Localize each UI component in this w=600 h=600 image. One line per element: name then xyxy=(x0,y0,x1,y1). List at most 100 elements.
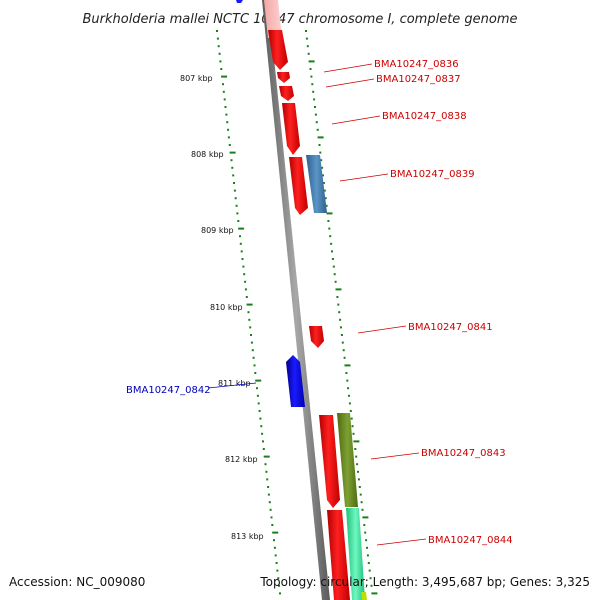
gene-bma10247-0839[interactable] xyxy=(289,157,308,215)
outer-scale-dot xyxy=(360,501,363,504)
gene-bma10247-0837[interactable] xyxy=(279,86,294,101)
leader-0837 xyxy=(325,78,375,88)
inner-scale-dot xyxy=(218,52,221,55)
inner-scale-dot xyxy=(262,448,265,450)
gene-bma10247-0839-partner[interactable] xyxy=(306,155,327,213)
outer-scale-dot xyxy=(357,470,359,473)
outer-scale-dot xyxy=(320,159,323,162)
inner-scale-dot xyxy=(239,242,242,245)
outer-scale-dot xyxy=(329,235,332,238)
gene-bma10247-0838[interactable] xyxy=(282,103,300,155)
inner-scale-dot xyxy=(273,539,275,542)
outer-scale-dot xyxy=(339,318,342,321)
outer-scale-dot xyxy=(330,242,333,245)
inner-scale-dot xyxy=(219,60,222,63)
gene-bottom-fragment[interactable] xyxy=(361,592,367,600)
gene-top-blue-fragment[interactable] xyxy=(236,0,243,3)
outer-scale-dot xyxy=(334,280,337,283)
gene-label-0836[interactable]: BMA10247_0836 xyxy=(374,59,459,70)
inner-scale-dot xyxy=(235,204,238,207)
outer-scale-dot xyxy=(349,410,352,412)
inner-scale-dot xyxy=(238,227,245,230)
inner-scale-dot xyxy=(230,159,233,162)
inner-scale-dot xyxy=(261,432,264,435)
leader-0838 xyxy=(331,115,381,125)
inner-scale-dot xyxy=(250,334,252,336)
outer-scale-dot xyxy=(315,121,318,124)
inner-scale-dot xyxy=(237,220,240,222)
inner-scale-dot xyxy=(260,425,263,428)
leader-0841 xyxy=(357,325,407,334)
accession-text: Accession: NC_009080 xyxy=(9,575,145,589)
outer-scale-dot xyxy=(366,546,368,549)
inner-scale-dot xyxy=(265,470,268,473)
outer-scale-dot xyxy=(335,288,342,291)
inner-scale-dot xyxy=(222,83,224,86)
gene-label-0841[interactable]: BMA10247_0841 xyxy=(408,322,493,333)
gene-bma10247-0836[interactable] xyxy=(277,72,290,83)
inner-scale-dot xyxy=(240,250,243,253)
gene-bma10247-0844-partner[interactable] xyxy=(346,508,365,600)
outer-scale-dot xyxy=(361,508,364,511)
outer-scale-dot xyxy=(306,45,309,48)
inner-scale-dot xyxy=(221,75,228,78)
outer-scale-dot xyxy=(340,326,342,329)
inner-scale-dot xyxy=(233,182,235,184)
gene-bma10247-0843[interactable] xyxy=(319,415,340,508)
gene-label-0839[interactable]: BMA10247_0839 xyxy=(390,169,475,180)
gene-label-0844[interactable]: BMA10247_0844 xyxy=(428,535,513,546)
gene-bma10247-0841[interactable] xyxy=(309,326,324,348)
outer-scale-dot xyxy=(370,584,373,587)
outer-scale-dot xyxy=(313,98,316,101)
outer-scale-dot xyxy=(353,440,360,443)
gene-label-0838[interactable]: BMA10247_0838 xyxy=(382,111,467,122)
outer-scale-dot xyxy=(356,463,359,466)
inner-scale-dot xyxy=(231,166,234,169)
outer-scale-dot xyxy=(327,220,330,222)
outer-scale-dot xyxy=(363,524,366,526)
gene-bma10247-0843-partner[interactable] xyxy=(337,413,358,507)
inner-scale-dot xyxy=(248,318,251,321)
outer-scale-dot xyxy=(319,151,322,154)
inner-scale-dot xyxy=(272,531,279,534)
tick-label-809: 809 kbp xyxy=(201,226,234,235)
outer-scale-dot xyxy=(314,106,316,108)
gene-label-0843[interactable]: BMA10247_0843 xyxy=(421,448,506,459)
inner-scale-dot xyxy=(232,174,235,177)
gene-top-partial[interactable] xyxy=(264,0,282,38)
gene-label-0842[interactable]: BMA10247_0842 xyxy=(126,385,211,396)
inner-scale-dot xyxy=(247,311,250,314)
inner-scale-dot xyxy=(264,463,267,466)
tick-label-811: 811 kbp xyxy=(218,379,251,388)
gene-label-0837[interactable]: BMA10247_0837 xyxy=(376,74,461,85)
inner-scale-dot xyxy=(251,349,254,352)
inner-scale-dot xyxy=(278,584,281,587)
label-leader-lines xyxy=(207,63,427,546)
inner-scale-dot xyxy=(259,417,262,420)
genome-summary-text: Topology: circular; Length: 3,495,687 bp… xyxy=(259,575,590,589)
outer-scale-dot xyxy=(305,37,308,40)
inner-scale-dot xyxy=(227,136,230,139)
tick-label-807: 807 kbp xyxy=(180,74,213,83)
inner-scale-dot xyxy=(241,258,244,260)
leader-0844 xyxy=(376,538,427,546)
inner-scale-dot xyxy=(277,577,280,580)
inner-scale-dots xyxy=(216,30,281,595)
outer-scale-dot xyxy=(326,212,333,215)
inner-scale-dot xyxy=(253,364,256,367)
outer-scale-dot xyxy=(364,531,367,534)
inner-scale-dot xyxy=(257,402,260,405)
outer-scale-dot xyxy=(318,144,321,146)
gene-bma10247-0842[interactable] xyxy=(286,355,305,407)
gene-top-partial-tail[interactable] xyxy=(268,30,288,70)
outer-scale-dot xyxy=(321,166,324,169)
inner-scale-dot xyxy=(266,478,269,481)
leader-0843 xyxy=(370,452,420,460)
tick-label-813: 813 kbp xyxy=(231,532,264,541)
outer-scale-dot xyxy=(350,417,353,420)
inner-scale-dot xyxy=(250,341,253,344)
outer-scale-dots xyxy=(305,30,378,595)
inner-scale-dot xyxy=(279,592,281,595)
gene-bma10247-0844[interactable] xyxy=(327,510,350,600)
